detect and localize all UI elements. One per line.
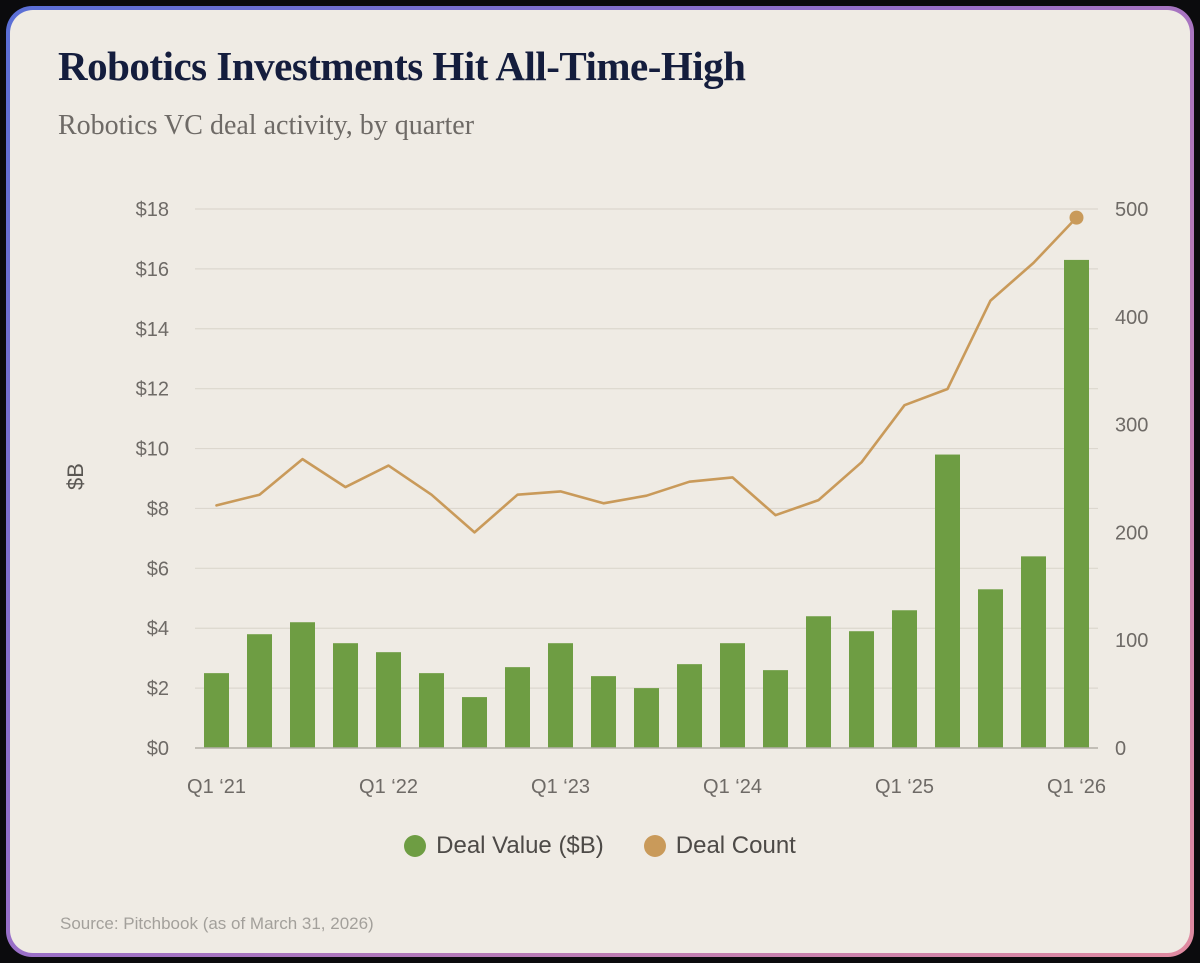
legend-item-deal-value: Deal Value ($B) <box>404 832 604 860</box>
y-left-tick-label: $16 <box>136 259 169 281</box>
y-right-tick-label: 0 <box>1115 738 1126 760</box>
bar <box>204 673 229 748</box>
y-left-tick-label: $6 <box>147 558 169 580</box>
bar <box>978 589 1003 748</box>
chart-title: Robotics Investments Hit All-Time-High <box>58 43 746 89</box>
x-tick-label: Q1 ‘25 <box>875 776 934 798</box>
bar <box>376 652 401 748</box>
bar <box>935 454 960 748</box>
deal-count-end-marker <box>1069 210 1084 225</box>
source-note: Source: Pitchbook (as of March 31, 2026) <box>60 914 374 933</box>
y-left-tick-label: $12 <box>136 379 169 401</box>
y-right-tick-label: 100 <box>1115 630 1148 652</box>
y-left-tick-label: $4 <box>147 618 169 640</box>
x-tick-label: Q1 ‘22 <box>359 776 418 798</box>
y-left-tick-label: $10 <box>136 439 169 461</box>
bar <box>763 670 788 748</box>
chart-card: Robotics Investments Hit All-Time-High R… <box>10 10 1190 953</box>
y-left-tick-label: $14 <box>136 319 169 341</box>
legend-label-deal-value: Deal Value ($B) <box>436 832 604 859</box>
x-tick-label: Q1 ‘21 <box>187 776 246 798</box>
bar <box>333 643 358 748</box>
y-left-tick-label: $18 <box>136 199 169 221</box>
y-left-tick-label: $2 <box>147 678 169 700</box>
bar <box>849 631 874 748</box>
y-right-tick-label: 200 <box>1115 522 1148 544</box>
bar <box>247 634 272 748</box>
bar <box>634 688 659 748</box>
bar <box>591 676 616 748</box>
bar <box>505 667 530 748</box>
y-left-tick-label: $0 <box>147 738 169 760</box>
chart-legend: Deal Value ($B) Deal Count <box>10 832 1190 860</box>
bar <box>1021 556 1046 748</box>
legend-swatch-deal-value <box>404 835 427 857</box>
chart-plot: $0 $2 $4 $6 $8 $10 $12 $14 $16 $18 0 100 200 300 400 50… <box>63 199 1148 798</box>
x-tick-label: Q1 ‘26 <box>1047 776 1106 798</box>
bar <box>720 643 745 748</box>
bar <box>419 673 444 748</box>
x-tick-label: Q1 ‘23 <box>531 776 590 798</box>
bar <box>806 616 831 748</box>
bar <box>677 664 702 748</box>
y-left-tick-label: $8 <box>147 498 169 520</box>
bar <box>548 643 573 748</box>
bar <box>1064 259 1089 748</box>
bar <box>290 622 315 748</box>
x-tick-label: Q1 ‘24 <box>703 776 762 798</box>
bar <box>462 697 487 748</box>
legend-swatch-deal-count <box>643 835 666 857</box>
legend-item-deal-count: Deal Count <box>643 832 796 860</box>
y-right-tick-label: 300 <box>1115 415 1148 437</box>
y-right-tick-label: 500 <box>1115 199 1148 221</box>
y-left-axis-title: $B <box>63 463 88 490</box>
deal-count-line <box>215 216 1078 534</box>
legend-label-deal-count: Deal Count <box>675 832 796 859</box>
bar <box>892 610 917 748</box>
chart-subtitle: Robotics VC deal activity, by quarter <box>58 110 475 141</box>
y-right-tick-label: 400 <box>1115 307 1148 329</box>
